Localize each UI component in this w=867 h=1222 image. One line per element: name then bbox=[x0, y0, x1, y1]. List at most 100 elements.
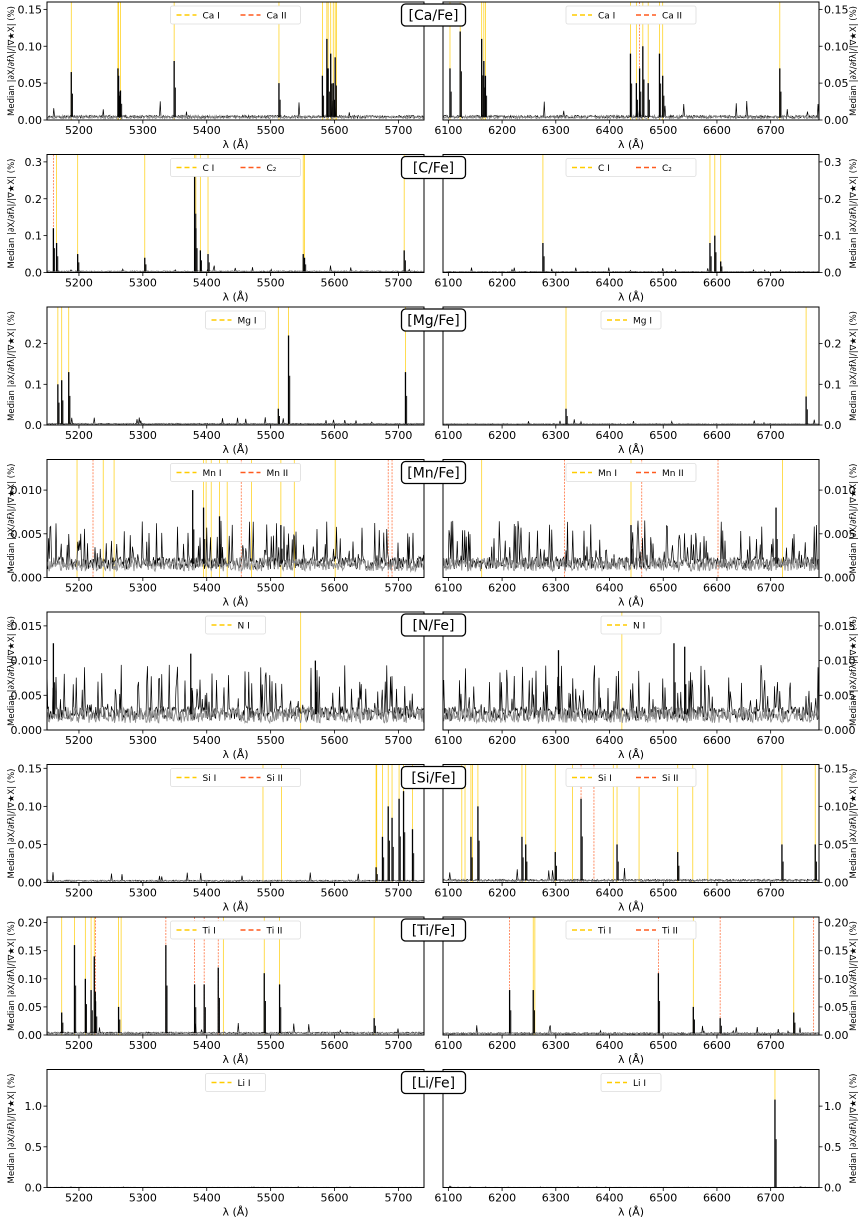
x-tick-label: 5200 bbox=[65, 887, 93, 900]
y-axis-label: Median |∂X/∂fλ|/|∇★X| (%) bbox=[849, 464, 859, 574]
x-tick-label: 5500 bbox=[257, 582, 285, 595]
subplot-row-2: 5200 5300 5400 5500 5600 5700 λ (Å) 0.0 0.1 0.2 Me… bbox=[7, 306, 859, 456]
axes-frame bbox=[46, 1, 425, 121]
y-axis-label: Median |∂X/∂fλ|/|∇★X| (%) bbox=[849, 1074, 859, 1184]
x-axis-label: λ (Å) bbox=[618, 1053, 644, 1066]
axes-frame bbox=[46, 154, 425, 273]
x-tick-label: 6400 bbox=[596, 582, 624, 595]
legend-entry: Ca II bbox=[267, 12, 287, 22]
axes-frame bbox=[442, 1, 820, 121]
y-tick-label: 0.015 bbox=[824, 620, 856, 633]
plot-area bbox=[443, 2, 819, 120]
panel-right-1: 6100 6200 6300 6400 6500 6600 6700 λ (Å) 0.0 0.1 0… bbox=[434, 154, 859, 304]
y-tick-label: 0.10 bbox=[18, 800, 43, 813]
median-trace bbox=[443, 878, 819, 883]
legend-entry: Mn II bbox=[267, 469, 289, 479]
panel-left-0: 5200 5300 5400 5500 5600 5700 λ (Å) 0.00 0.05 0.1… bbox=[7, 1, 425, 151]
x-tick-label: 6100 bbox=[434, 734, 462, 747]
y-tick-label: 0.10 bbox=[824, 973, 849, 986]
legend-entry: Ca I bbox=[203, 12, 220, 22]
x-tick-label: 5500 bbox=[257, 429, 285, 442]
x-tick-label: 5700 bbox=[384, 277, 412, 290]
legend: Mn I Mn II bbox=[170, 463, 301, 482]
x-tick-label: 5200 bbox=[65, 1039, 93, 1052]
legend-entry: C₂ bbox=[267, 164, 277, 174]
x-tick-label: 6700 bbox=[757, 734, 785, 747]
y-tick-label: 0.1 bbox=[25, 230, 43, 243]
legend-entry: N I bbox=[238, 622, 250, 632]
x-tick-label: 5200 bbox=[65, 124, 93, 137]
y-tick-label: 1.0 bbox=[25, 1100, 43, 1113]
y-tick-label: 0.010 bbox=[824, 655, 856, 668]
x-axis-label: λ (Å) bbox=[222, 596, 248, 609]
y-axis-label: Median |∂X/∂fλ|/|∇★X| (%) bbox=[7, 921, 17, 1031]
y-axis-label: Median |∂X/∂fλ|/|∇★X| (%) bbox=[7, 464, 17, 574]
y-tick-label: 0.005 bbox=[824, 689, 856, 702]
x-tick-label: 6600 bbox=[703, 734, 731, 747]
y-tick-label: 0.2 bbox=[824, 193, 842, 206]
x-tick-label: 6400 bbox=[596, 1039, 624, 1052]
x-axis-label: λ (Å) bbox=[222, 1053, 248, 1066]
axes-frame bbox=[442, 306, 820, 426]
panel-left-1: 5200 5300 5400 5500 5600 5700 λ (Å) 0.0 0.1 0.2 0.… bbox=[7, 154, 425, 304]
subplot-title: [Mg/Fe] bbox=[407, 313, 460, 329]
y-tick-label: 0.0 bbox=[824, 267, 842, 280]
legend: Si I Si II bbox=[170, 768, 301, 787]
axes-frame bbox=[442, 459, 820, 578]
y-tick-label: 0.0 bbox=[25, 1182, 43, 1195]
y-tick-label: 0.10 bbox=[18, 40, 43, 53]
x-tick-label: 6400 bbox=[596, 277, 624, 290]
panel-right-3: 6100 6200 6300 6400 6500 6600 6700 λ (Å) 0.000 0.… bbox=[434, 459, 859, 609]
x-tick-label: 6200 bbox=[488, 124, 516, 137]
title-badge bbox=[400, 3, 467, 27]
x-tick-label: 5600 bbox=[321, 1039, 349, 1052]
y-tick-label: 0.00 bbox=[18, 1029, 43, 1042]
y-tick-label: 0.2 bbox=[25, 338, 43, 351]
median-trace bbox=[47, 1031, 424, 1035]
axes-frame bbox=[442, 916, 820, 1036]
x-tick-label: 5600 bbox=[321, 582, 349, 595]
legend-entry: Mn II bbox=[662, 469, 684, 479]
x-tick-label: 6100 bbox=[434, 1192, 462, 1205]
x-tick-label: 6700 bbox=[757, 582, 785, 595]
x-tick-label: 6500 bbox=[649, 887, 677, 900]
y-tick-label: 0.0 bbox=[824, 419, 842, 432]
legend: Li I bbox=[205, 1073, 266, 1092]
median-trace bbox=[47, 705, 424, 725]
legend-box bbox=[170, 920, 301, 940]
legend: Ca I Ca II bbox=[170, 5, 301, 25]
y-axis-label: Median |∂X/∂fλ|/|∇★X| (%) bbox=[7, 616, 17, 726]
x-tick-label: 5200 bbox=[65, 277, 93, 290]
panel-left-7: 5200 5300 5400 5500 5600 5700 λ (Å) 0.0 0.5 1.0 Me… bbox=[7, 1069, 425, 1219]
y-tick-label: 0.05 bbox=[824, 1001, 849, 1014]
x-tick-label: 5500 bbox=[257, 1039, 285, 1052]
subplot-title: [N/Fe] bbox=[412, 618, 454, 634]
axes-frame bbox=[46, 459, 425, 578]
median-trace bbox=[47, 879, 424, 883]
y-tick-label: 0.05 bbox=[824, 77, 849, 90]
median-trace bbox=[443, 114, 819, 120]
legend: Ti I Ti II bbox=[565, 920, 697, 940]
x-axis-label: λ (Å) bbox=[222, 443, 248, 456]
title-badge bbox=[400, 765, 467, 790]
x-tick-label: 6200 bbox=[488, 582, 516, 595]
legend-entry: Si II bbox=[662, 774, 678, 784]
median-trace bbox=[443, 706, 819, 725]
median-trace bbox=[443, 1031, 819, 1035]
legend-entry: C I bbox=[598, 164, 610, 174]
x-axis-label: λ (Å) bbox=[222, 748, 248, 761]
y-tick-label: 0.5 bbox=[25, 1141, 43, 1154]
legend-box bbox=[600, 615, 662, 635]
axes-frame bbox=[46, 764, 425, 883]
x-tick-label: 5700 bbox=[384, 124, 412, 137]
x-tick-label: 5500 bbox=[257, 734, 285, 747]
panel-left-2: 5200 5300 5400 5500 5600 5700 λ (Å) 0.0 0.1 0.2 Me… bbox=[7, 306, 425, 456]
panel-left-3: 5200 5300 5400 5500 5600 5700 λ (Å) 0.000 0.005 0… bbox=[7, 459, 425, 609]
x-tick-label: 5300 bbox=[129, 277, 157, 290]
title-badge bbox=[400, 918, 467, 942]
x-tick-label: 6300 bbox=[542, 1192, 570, 1205]
legend-box bbox=[170, 5, 301, 25]
y-tick-label: 0.000 bbox=[11, 724, 43, 737]
x-tick-label: 6500 bbox=[649, 429, 677, 442]
x-tick-label: 5600 bbox=[321, 124, 349, 137]
